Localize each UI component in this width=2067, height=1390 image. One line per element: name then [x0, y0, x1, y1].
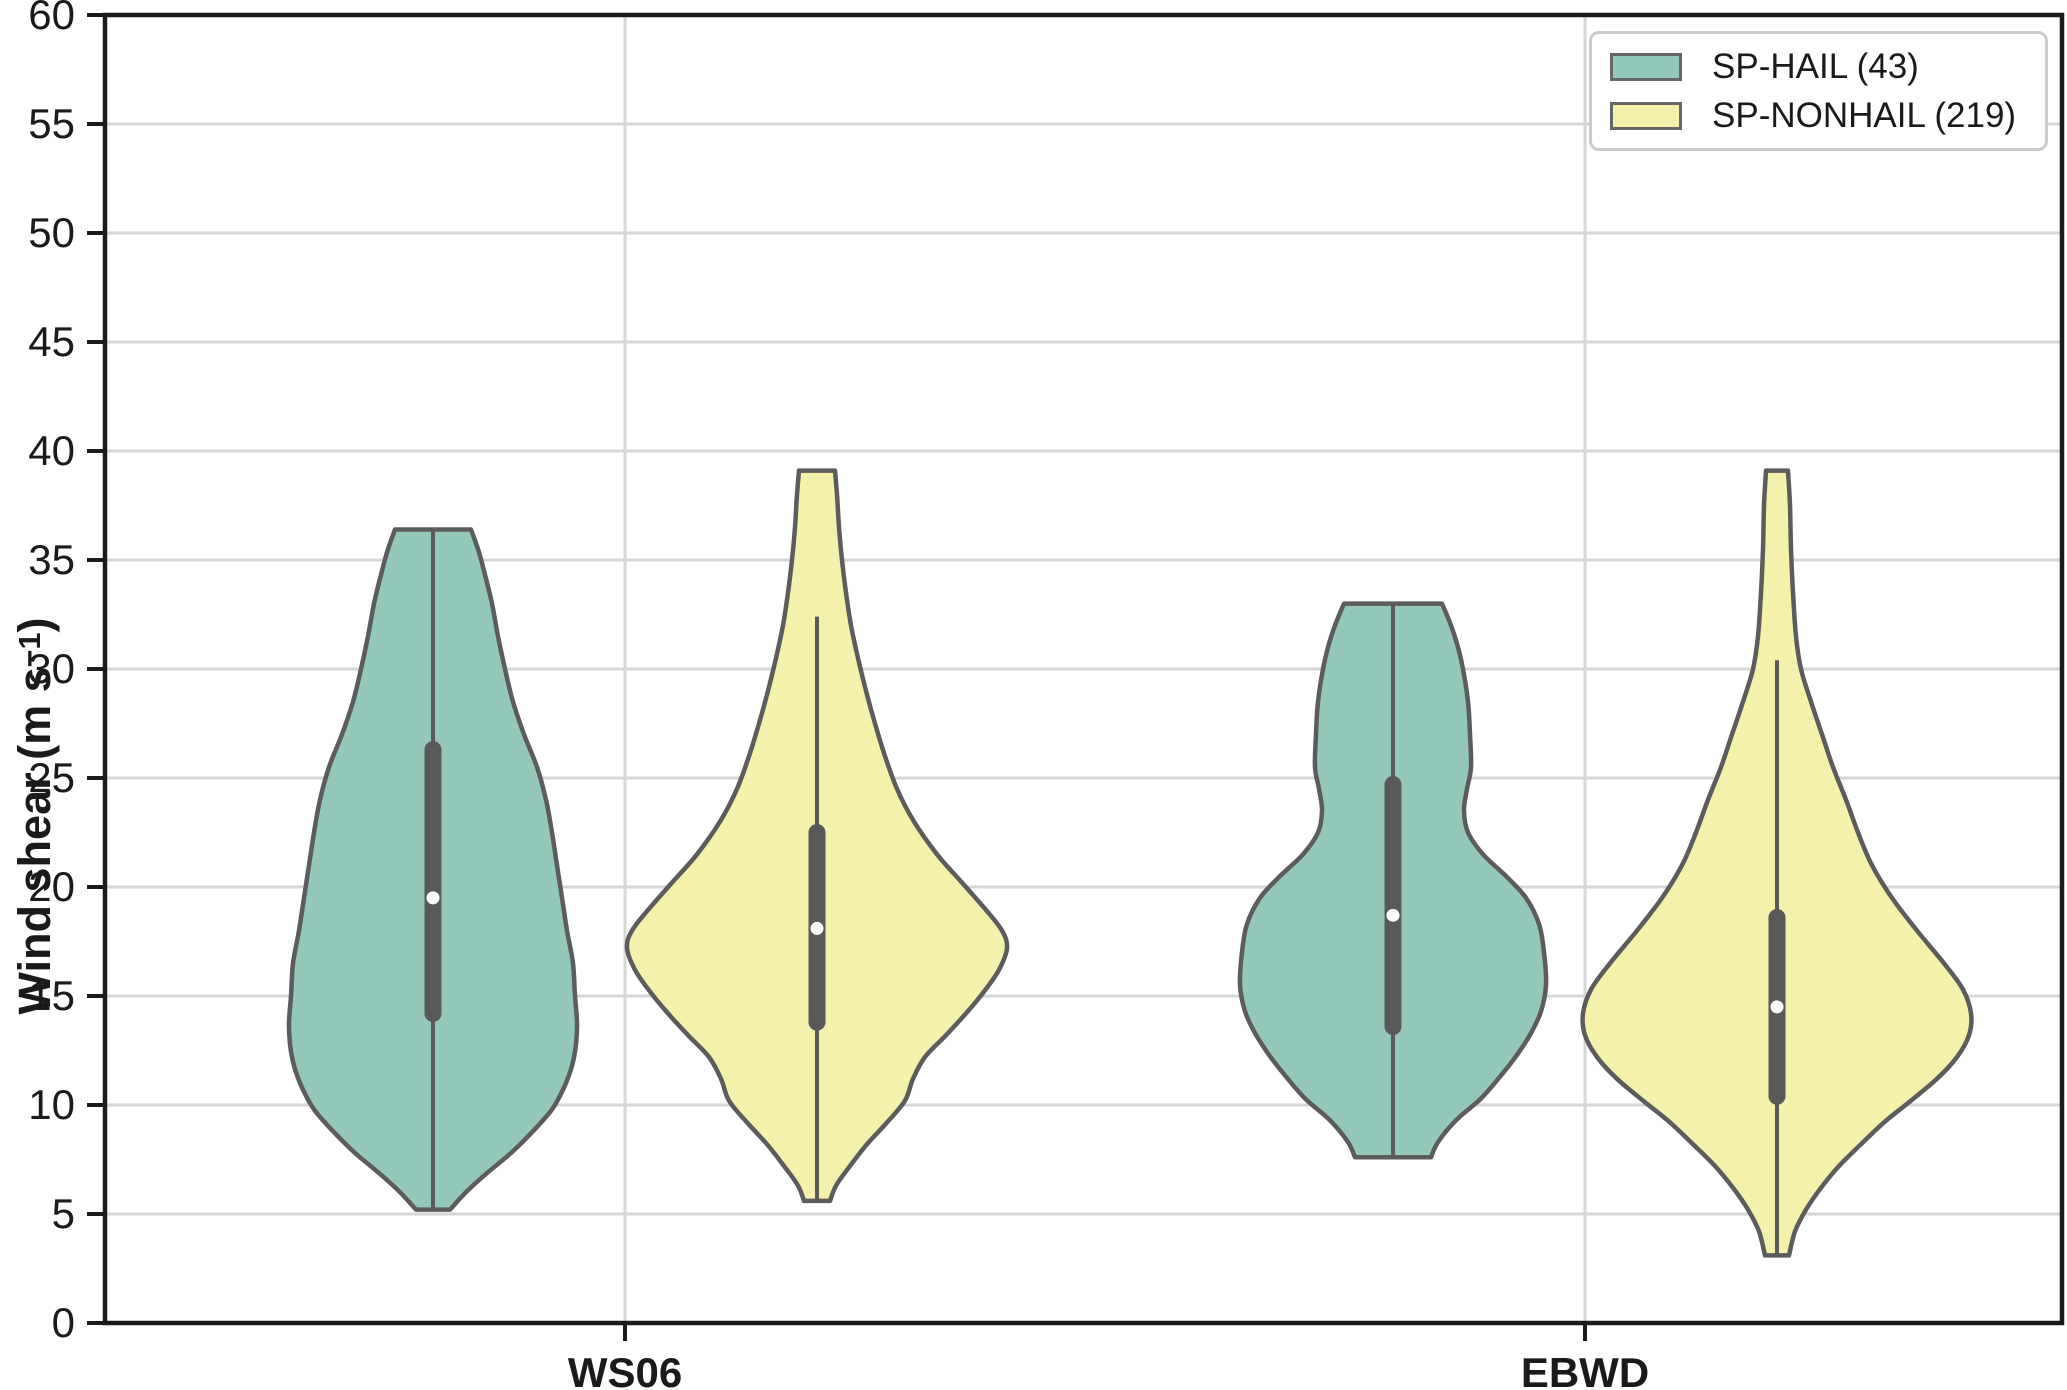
- legend-row-sp-hail: SP-HAIL (43): [1592, 47, 2045, 87]
- legend-swatch-sp-nonhail-icon: [1610, 101, 1682, 130]
- y-tick-label-20: 20: [28, 863, 75, 910]
- legend-label-sp-nonhail: SP-NONHAIL (219): [1712, 95, 2017, 135]
- y-tick-label-45: 45: [28, 318, 75, 365]
- y-tick-label-10: 10: [28, 1081, 75, 1128]
- y-tick-label-55: 55: [28, 100, 75, 147]
- y-tick-label-15: 15: [28, 972, 75, 1019]
- y-tick-label-30: 30: [28, 645, 75, 692]
- y-tick-label-25: 25: [28, 754, 75, 801]
- y-tick-label-50: 50: [28, 209, 75, 256]
- y-tick-label-35: 35: [28, 536, 75, 583]
- legend-label-sp-hail: SP-HAIL (43): [1712, 46, 1919, 86]
- y-tick-label-40: 40: [28, 427, 75, 474]
- y-axis-label-superscript: −1: [13, 632, 48, 668]
- y-tick-label-5: 5: [51, 1190, 75, 1237]
- median-dot-ws06-sp-nonhail: [810, 921, 824, 935]
- y-tick-label-60: 60: [28, 0, 75, 38]
- y-axis-label-main: Wind shear (m s: [9, 667, 60, 1015]
- y-tick-label-0: 0: [51, 1299, 75, 1346]
- x-tick-label-ebwd: EBWD: [1520, 1349, 1650, 1390]
- x-tick-label-ws06: WS06: [567, 1349, 683, 1390]
- legend-row-sp-nonhail: SP-NONHAIL (219): [1592, 96, 2045, 136]
- y-axis-label: Wind shear (m s−1): [9, 556, 61, 1076]
- y-axis-label-end: ): [9, 617, 60, 633]
- median-dot-ebwd-sp-hail: [1386, 908, 1400, 922]
- legend: SP-HAIL (43) SP-NONHAIL (219): [1589, 31, 2048, 151]
- legend-swatch-sp-hail-icon: [1610, 52, 1682, 81]
- median-dot-ws06-sp-hail: [426, 891, 440, 905]
- median-dot-ebwd-sp-nonhail: [1770, 1000, 1784, 1014]
